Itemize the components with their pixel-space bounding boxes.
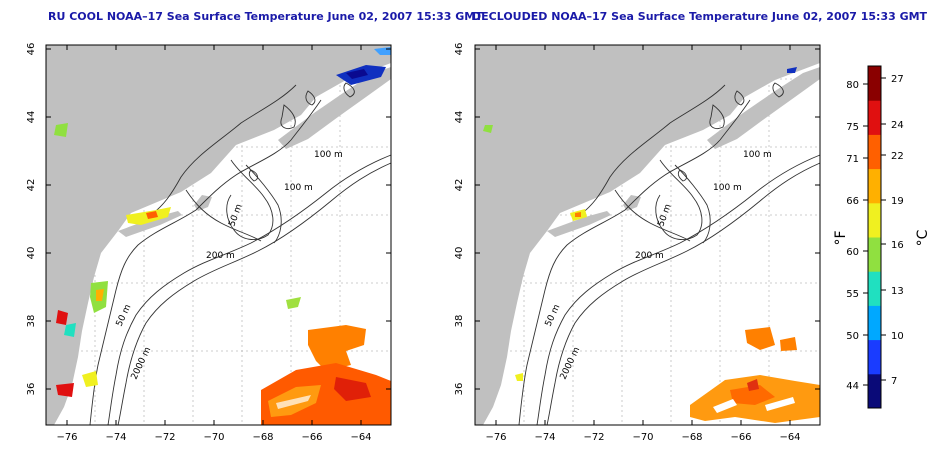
- fahrenheit-tick-label: 80: [846, 80, 859, 91]
- left-sst-patches: [54, 47, 391, 425]
- fahrenheit-tick-label: 55: [846, 289, 859, 300]
- left-map-title: RU COOL NOAA–17 Sea Surface Temperature …: [48, 10, 483, 23]
- left-map-frame: [45, 44, 392, 426]
- contour-label: 200 m: [635, 251, 664, 261]
- lon-tick-label: −70: [203, 432, 224, 443]
- celsius-tick-label: 16: [891, 240, 904, 251]
- right-map-panel: 100 m 100 m 50 m 200 m 50 m 2000 m: [474, 44, 821, 426]
- celsius-tick-label: 22: [891, 151, 904, 162]
- celsius-tick-label: 7: [891, 376, 897, 387]
- left-map-panel: 100 m 100 m 50 m 200 m 50 m 2000 m: [45, 44, 392, 426]
- lat-tick-label: 46: [26, 43, 37, 56]
- lat-tick-label: 44: [454, 111, 465, 124]
- fahrenheit-tick-label: 66: [846, 196, 859, 207]
- colorbar-cell: [868, 202, 881, 238]
- lon-tick-label: −74: [105, 432, 126, 443]
- lon-tick-label: −74: [534, 432, 555, 443]
- fahrenheit-unit-label: °F: [833, 230, 849, 245]
- colorbar-cell: [868, 339, 881, 375]
- celsius-unit-label: °C: [915, 229, 931, 246]
- lon-tick-label: −76: [56, 432, 77, 443]
- colorbar-cell: [868, 168, 881, 204]
- right-map-frame: [474, 44, 821, 426]
- colorbar-cell: [868, 373, 881, 409]
- fahrenheit-tick-label: 71: [846, 154, 859, 165]
- lat-tick-label: 40: [26, 247, 37, 260]
- colorbar-cell: [868, 100, 881, 135]
- colorbar-cell: [868, 237, 881, 272]
- fahrenheit-tick-label: 44: [846, 381, 859, 392]
- colorbar-cell: [868, 305, 881, 341]
- celsius-tick-label: 24: [891, 120, 904, 131]
- celsius-tick-label: 10: [891, 331, 904, 342]
- lat-tick-label: 38: [26, 315, 37, 328]
- lon-tick-label: −72: [583, 432, 604, 443]
- colorbar-gradient: [868, 66, 881, 409]
- lon-tick-label: −76: [485, 432, 506, 443]
- colorbar-cell: [868, 134, 881, 170]
- right-map-title: DECLOUDED NOAA–17 Sea Surface Temperatur…: [472, 10, 928, 23]
- lat-tick-label: 40: [454, 247, 465, 260]
- lat-tick-label: 42: [454, 179, 465, 192]
- fahrenheit-tick-label: 60: [846, 247, 859, 258]
- lat-tick-label: 44: [26, 111, 37, 124]
- colorbar-cell: [868, 66, 881, 101]
- lat-tick-label: 42: [26, 179, 37, 192]
- right-sst-patches: [483, 67, 820, 423]
- lon-tick-label: −64: [350, 432, 371, 443]
- left-axis-labels: −76 −74 −72 −70 −68 −66 −64 36 38 40 42 …: [26, 43, 372, 443]
- colorbar: 80 75 71 66 60 55 50 44 27 24 22 19 16 1…: [833, 65, 931, 409]
- lon-tick-label: −70: [632, 432, 653, 443]
- colorbar-cell: [868, 271, 881, 306]
- lat-tick-label: 36: [26, 383, 37, 396]
- celsius-tick-label: 19: [891, 196, 904, 207]
- lon-tick-label: −66: [730, 432, 751, 443]
- lon-tick-label: −66: [301, 432, 322, 443]
- lat-tick-label: 46: [454, 43, 465, 56]
- lon-tick-label: −64: [779, 432, 800, 443]
- contour-label: 200 m: [206, 251, 235, 261]
- contour-label: 100 m: [284, 183, 313, 193]
- contour-label: 100 m: [314, 150, 343, 160]
- lon-tick-label: −68: [681, 432, 702, 443]
- celsius-tick-label: 13: [891, 286, 904, 297]
- contour-label: 100 m: [713, 183, 742, 193]
- right-axis-labels: −76 −74 −72 −70 −68 −66 −64 36 38 40 42 …: [454, 43, 801, 443]
- lon-tick-label: −72: [154, 432, 175, 443]
- lat-tick-label: 36: [454, 383, 465, 396]
- celsius-tick-label: 27: [891, 74, 904, 85]
- contour-label: 100 m: [743, 150, 772, 160]
- fahrenheit-tick-label: 50: [846, 331, 859, 342]
- lon-tick-label: −68: [252, 432, 273, 443]
- fahrenheit-tick-label: 75: [846, 122, 859, 133]
- lat-tick-label: 38: [454, 315, 465, 328]
